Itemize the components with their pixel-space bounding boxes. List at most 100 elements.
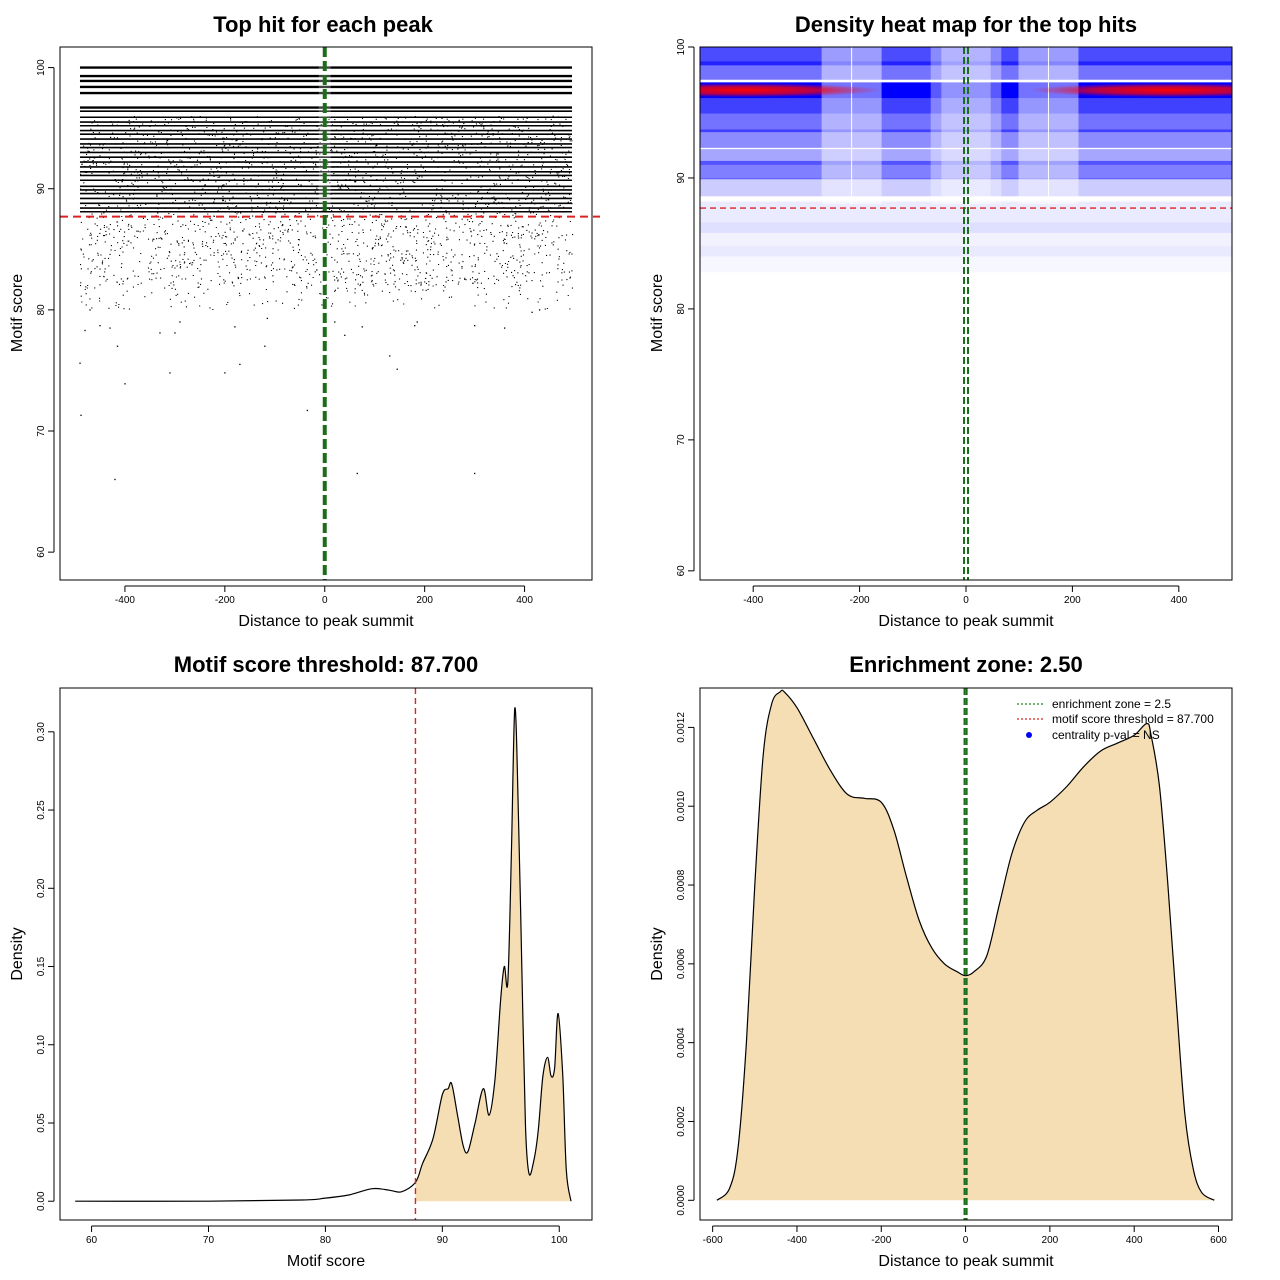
y-tick-label: 0.0000 (676, 1185, 687, 1216)
x-axis-label: Distance to peak summit (238, 613, 414, 630)
x-axis-label: Distance to peak summit (878, 1253, 1054, 1270)
scatter-point (334, 321, 336, 323)
y-tick-label: 90 (676, 172, 687, 184)
x-tick-label: -200 (871, 1235, 891, 1246)
scatter-point (109, 327, 111, 329)
scatter-point (224, 372, 226, 374)
scatter-point (344, 334, 346, 337)
scatter-point (159, 332, 161, 334)
legend-label-enrichment-zone: enrichment zone = 2.5 (1052, 697, 1171, 711)
x-tick-label: 0 (322, 595, 328, 606)
plot-frame (59, 687, 593, 1221)
panel-heat: Density heat map for the top hits -400 -2… (649, 12, 1233, 630)
scatter-point (474, 325, 476, 327)
scatter-point (474, 472, 476, 475)
y-tick-label: 70 (676, 434, 687, 446)
x-tick-label: -200 (215, 595, 235, 606)
plot-frame (699, 687, 1233, 1221)
density-light-stripe (941, 47, 1002, 205)
y-tick-label: 0.0002 (676, 1106, 687, 1137)
x-axis-label: Distance to peak summit (878, 613, 1054, 630)
density-row (700, 129, 1232, 148)
x-tick-label: -400 (787, 1235, 807, 1246)
legend-label-centrality: centrality p-val = NS (1052, 728, 1160, 742)
panel-top-hit: Top hit for each peak -400 -200 0 200 400 60 7… (9, 12, 600, 630)
scatter-point (416, 321, 418, 323)
chart-title: Enrichment zone: 2.50 (849, 652, 1083, 677)
panel-score-density: Motif score threshold: 87.700 60 70 80 90 10… (9, 652, 593, 1270)
x-tick-label: -200 (850, 595, 870, 606)
y-tick-label: 0.10 (36, 1035, 47, 1055)
scatter-point (179, 321, 181, 323)
panel-distance-density: Enrichment zone: 2.50 -600 -400 -200 0 200 40… (649, 652, 1233, 1270)
y-tick-label: 0.0012 (676, 712, 687, 743)
plot-frame (59, 46, 593, 581)
x-tick-label: 400 (516, 595, 533, 606)
x-tick-label: 600 (1210, 1235, 1227, 1246)
y-tick-label: 0.05 (36, 1113, 47, 1133)
scatter-point (114, 478, 116, 481)
scatter-point (79, 362, 81, 364)
x-tick-label: 100 (551, 1235, 568, 1246)
y-axis-label: Motif score (649, 274, 666, 352)
scatter-points-dense (80, 115, 574, 311)
y-tick-label: 0.25 (36, 800, 47, 820)
density-light-stripe (930, 47, 991, 205)
density-curve (716, 689, 1215, 1201)
y-tick-label: 0.0004 (676, 1027, 687, 1058)
scatter-point (264, 345, 266, 347)
x-tick-label: -400 (743, 595, 763, 606)
x-tick-label: -600 (703, 1235, 723, 1246)
scatter-point (116, 345, 119, 347)
y-tick-label: 60 (676, 565, 687, 577)
x-tick-label: 200 (1064, 595, 1081, 606)
density-hotspot (1028, 83, 1232, 98)
scatter-point (89, 309, 91, 311)
scatter-point (503, 327, 506, 329)
density-row (700, 160, 1232, 180)
scatter-point (234, 326, 236, 328)
density-row (700, 61, 1232, 80)
density-fill-above-threshold (415, 707, 571, 1202)
scatter-point (239, 363, 241, 366)
density-row (700, 177, 1232, 197)
scatter-point (414, 325, 416, 327)
density-row (700, 95, 1232, 114)
y-tick-label: 0.00 (36, 1191, 47, 1211)
y-tick-label: 70 (36, 425, 47, 437)
x-axis-label: Motif score (287, 1253, 365, 1270)
x-tick-label: 70 (203, 1235, 215, 1246)
scatter-point (169, 372, 171, 374)
y-tick-label: 0.20 (36, 878, 47, 898)
x-tick-label: -400 (115, 595, 135, 606)
scatter-point (266, 317, 269, 320)
scatter-point (99, 325, 101, 327)
density-fill (716, 690, 1215, 1201)
y-tick-label: 60 (36, 546, 47, 558)
density-row (700, 201, 1232, 233)
density-row (700, 47, 1232, 66)
chart-title: Density heat map for the top hits (795, 12, 1137, 37)
plot-frame (699, 46, 1233, 581)
legend: enrichment zone = 2.5 motif score thresh… (1017, 697, 1214, 742)
density-curve (75, 707, 572, 1202)
x-tick-label: 60 (86, 1235, 98, 1246)
chart-title: Top hit for each peak (213, 12, 433, 37)
y-tick-label: 80 (36, 304, 47, 316)
y-tick-label: 0.0010 (676, 790, 687, 821)
y-axis-label: Density (9, 927, 26, 980)
y-tick-label: 0.15 (36, 956, 47, 976)
y-axis-label: Motif score (9, 274, 26, 352)
y-tick-label: 80 (676, 303, 687, 315)
x-tick-label: 400 (1170, 595, 1187, 606)
x-tick-label: 400 (1126, 1235, 1143, 1246)
scatter-point (531, 311, 533, 313)
x-tick-label: 0 (963, 1235, 969, 1246)
density-row (700, 246, 1232, 272)
y-tick-label: 0.0006 (676, 948, 687, 979)
scatter-point (356, 472, 358, 475)
scatter-point (396, 368, 398, 370)
y-axis-label: Density (649, 927, 666, 980)
x-tick-label: 200 (1042, 1235, 1059, 1246)
chart-title: Motif score threshold: 87.700 (174, 652, 478, 677)
